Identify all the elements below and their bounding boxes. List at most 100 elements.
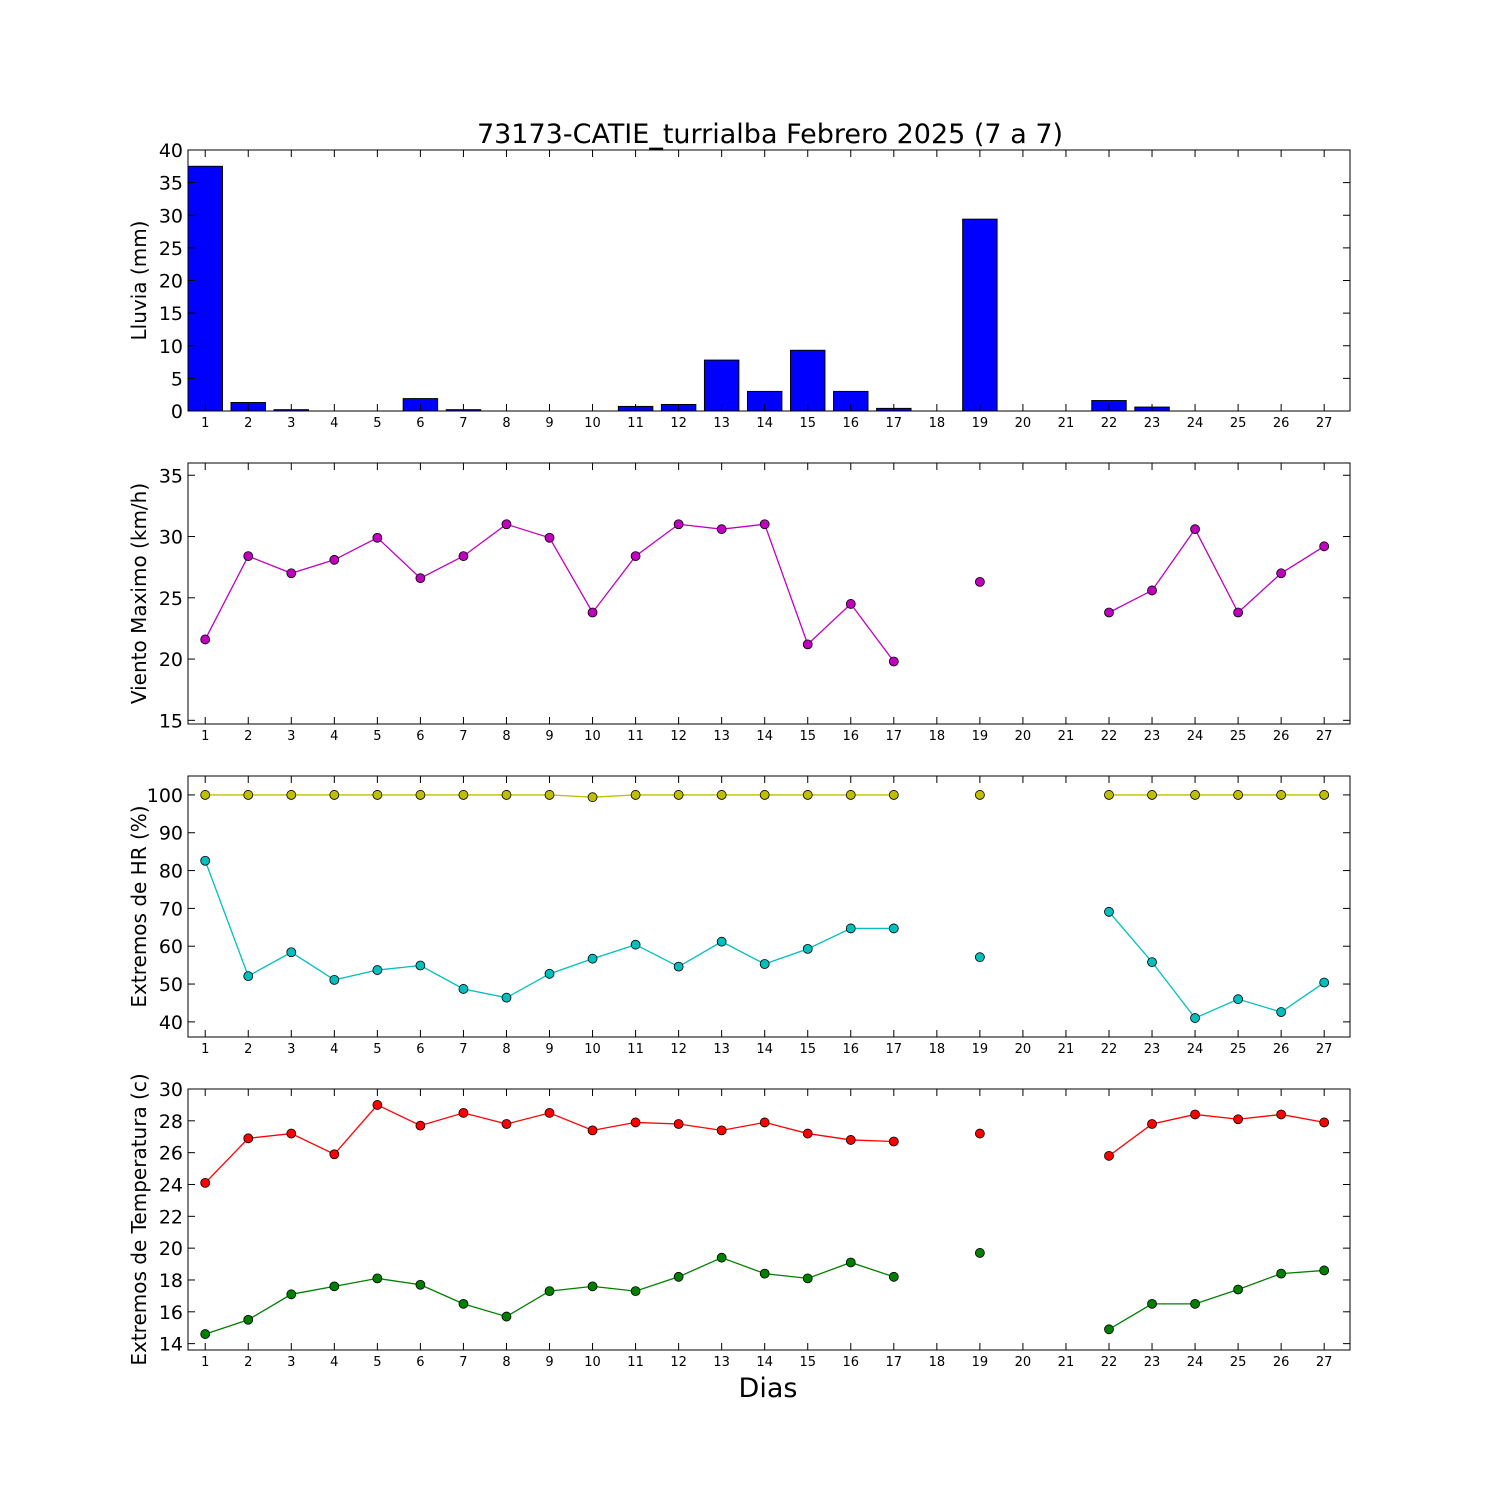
- x-tick-label: 17: [886, 1355, 903, 1370]
- bar-day-19: [962, 218, 998, 412]
- x-tick-label: 2: [244, 1042, 252, 1057]
- point-day-12: [673, 961, 684, 972]
- x-tick-label: 9: [545, 729, 553, 744]
- series-line: [1108, 527, 1325, 614]
- x-tick-label: 5: [373, 416, 381, 431]
- y-tick-label: 16: [159, 1302, 183, 1324]
- x-tick-label: 5: [373, 1042, 381, 1057]
- point-day-25: [1233, 1284, 1244, 1295]
- x-tick-label: 17: [886, 416, 903, 431]
- point-day-19: [974, 576, 985, 587]
- x-tick-label: 8: [502, 416, 510, 431]
- point-day-10: [587, 607, 598, 618]
- bar-day-1: [187, 165, 223, 412]
- x-tick-label: 18: [929, 729, 946, 744]
- point-day-1: [200, 1329, 211, 1339]
- point-day-14: [759, 790, 770, 800]
- point-day-3: [286, 790, 297, 800]
- point-day-19: [974, 952, 985, 963]
- x-tick-label: 27: [1316, 1042, 1333, 1057]
- x-tick-label: 23: [1144, 416, 1161, 431]
- point-day-8: [501, 1119, 512, 1129]
- x-tick-label: 18: [929, 1042, 946, 1057]
- bar-day-13: [703, 359, 740, 412]
- axes-frame: [187, 462, 1351, 725]
- point-day-5: [372, 790, 383, 800]
- y-tick-label: 15: [159, 710, 183, 732]
- y-tick-label: 40: [159, 140, 183, 162]
- x-tick-label: 5: [373, 729, 381, 744]
- x-tick-label: 20: [1015, 416, 1032, 431]
- x-tick-label: 16: [842, 1042, 859, 1057]
- point-day-26: [1276, 568, 1287, 579]
- y-tick-label: 25: [159, 238, 183, 260]
- series-1: [200, 790, 1330, 803]
- x-tick-label: 1: [201, 1042, 209, 1057]
- point-day-14: [759, 519, 770, 530]
- point-day-19: [974, 1128, 985, 1139]
- x-tick-label: 11: [627, 416, 644, 431]
- x-tick-label: 21: [1058, 1042, 1075, 1057]
- x-tick-label: 9: [545, 1355, 553, 1370]
- x-tick-label: 27: [1316, 729, 1333, 744]
- x-tick-label: 21: [1058, 1355, 1075, 1370]
- point-day-11: [630, 551, 641, 562]
- y-tick-label: 60: [159, 936, 183, 958]
- point-day-2: [243, 1133, 254, 1144]
- point-day-23: [1147, 957, 1157, 968]
- x-tick-label: 10: [584, 1042, 601, 1057]
- x-tick-label: 17: [886, 1042, 903, 1057]
- point-day-13: [716, 1125, 727, 1136]
- x-tick-label: 12: [670, 416, 687, 431]
- x-tick-label: 8: [502, 729, 510, 744]
- x-tick-label: 26: [1273, 1355, 1290, 1370]
- x-tick-label: 19: [972, 416, 989, 431]
- x-tick-label: 21: [1058, 729, 1075, 744]
- x-tick-label: 26: [1273, 1042, 1290, 1057]
- point-day-14: [759, 1268, 770, 1279]
- y-tick-label: 14: [159, 1334, 183, 1356]
- series-line: [1108, 1269, 1325, 1330]
- point-day-17: [888, 790, 899, 800]
- point-day-5: [372, 1273, 383, 1284]
- point-day-24: [1190, 790, 1200, 800]
- series-2: [200, 855, 1330, 1023]
- point-day-9: [544, 1107, 555, 1118]
- x-tick-label: 13: [713, 1355, 730, 1370]
- point-day-3: [286, 1128, 297, 1139]
- x-tick-label: 8: [502, 1042, 510, 1057]
- point-day-5: [372, 965, 383, 975]
- point-day-2: [243, 971, 254, 981]
- point-day-11: [630, 1117, 641, 1128]
- point-day-27: [1319, 1265, 1330, 1276]
- series-line: [1108, 911, 1325, 1019]
- x-tick-label: 6: [416, 729, 424, 744]
- axes-frame: [187, 775, 1351, 1038]
- point-day-11: [630, 790, 641, 800]
- y-tick-label: 35: [159, 465, 183, 487]
- point-day-25: [1233, 994, 1244, 1005]
- x-tick-label: 14: [756, 416, 773, 431]
- y-tick-label: 20: [159, 649, 183, 671]
- point-day-1: [200, 1177, 211, 1188]
- x-tick-label: 11: [627, 729, 644, 744]
- x-tick-label: 11: [627, 1042, 644, 1057]
- x-tick-label: 15: [799, 1042, 816, 1057]
- point-day-16: [845, 923, 856, 934]
- x-tick-label: 24: [1187, 1355, 1204, 1370]
- x-tick-label: 7: [459, 416, 467, 431]
- x-tick-label: 4: [330, 729, 338, 744]
- x-tick-label: 2: [244, 1355, 252, 1370]
- point-day-4: [329, 554, 340, 565]
- point-day-6: [415, 790, 426, 800]
- x-tick-label: 16: [842, 416, 859, 431]
- point-day-26: [1276, 1007, 1287, 1017]
- point-day-22: [1104, 790, 1114, 800]
- x-tick-label: 20: [1015, 1042, 1032, 1057]
- x-tick-label: 20: [1015, 1355, 1032, 1370]
- point-day-2: [243, 551, 254, 562]
- point-day-5: [372, 1100, 383, 1110]
